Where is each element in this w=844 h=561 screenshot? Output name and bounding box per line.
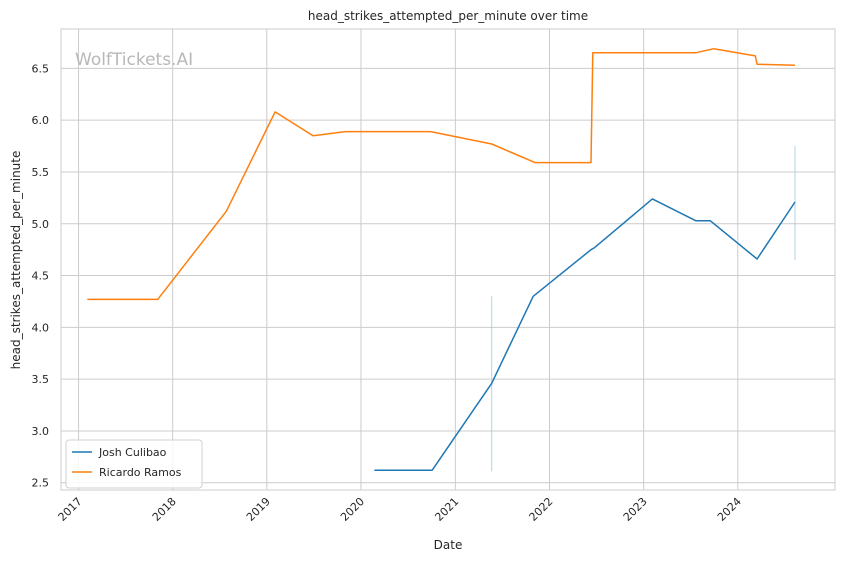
y-tick-label: 4.0: [32, 321, 50, 334]
series-line-1: [87, 47, 796, 301]
y-tick-label: 3.5: [32, 373, 50, 386]
y-tick-label: 6.0: [32, 114, 50, 127]
series-lines: [87, 47, 796, 472]
plot-frame: [60, 28, 836, 491]
x-axis-ticks: 2017 2018 2019 2020 2021 2022 2023 2024: [56, 495, 744, 524]
legend-box: [65, 439, 203, 489]
plot-area: [61, 29, 835, 490]
x-tick-label: 2019: [244, 495, 273, 524]
x-tick-label: 2020: [338, 495, 367, 524]
legend-label: Josh Culibao: [98, 446, 167, 459]
y-tick-label: 5.0: [32, 218, 50, 231]
chart-title: head_strikes_attempted_per_minute over t…: [308, 9, 588, 23]
y-axis-ticks: 2.5 3.0 3.5 4.0 4.5 5.0 5.5 6.0 6.5: [32, 62, 50, 489]
y-tick-label: 5.5: [32, 166, 50, 179]
x-tick-label: 2017: [56, 495, 85, 524]
watermark-text: WolfTickets.AI: [75, 50, 193, 70]
x-tick-label: 2018: [150, 495, 179, 524]
x-axis-label: Date: [434, 538, 463, 552]
x-tick-label: 2021: [432, 495, 461, 524]
y-axis-label: head_strikes_attempted_per_minute: [9, 151, 23, 370]
y-tick-label: 2.5: [32, 477, 50, 490]
y-tick-label: 6.5: [32, 62, 50, 75]
grid-lines: [61, 29, 835, 490]
legend: Josh Culibao Ricardo Ramos: [65, 439, 203, 489]
x-tick-label: 2022: [527, 495, 556, 524]
x-tick-label: 2023: [621, 495, 650, 524]
y-tick-label: 3.0: [32, 425, 50, 438]
x-tick-label: 2024: [715, 495, 744, 524]
y-tick-label: 4.5: [32, 270, 50, 283]
series-line-0: [374, 198, 796, 472]
legend-label: Ricardo Ramos: [99, 466, 182, 479]
